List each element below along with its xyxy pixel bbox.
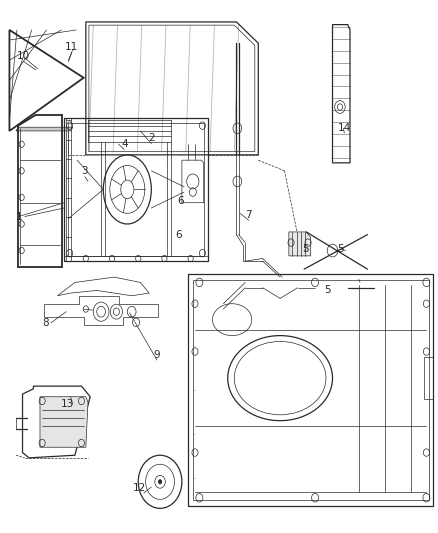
Text: 7: 7 xyxy=(245,210,252,220)
Text: 1: 1 xyxy=(16,212,22,222)
Text: 11: 11 xyxy=(65,42,78,52)
Polygon shape xyxy=(289,232,311,256)
Text: 12: 12 xyxy=(133,483,146,492)
Text: 5: 5 xyxy=(302,245,309,254)
Text: 14: 14 xyxy=(338,123,351,133)
Text: 8: 8 xyxy=(42,318,49,328)
Text: 5: 5 xyxy=(324,286,331,295)
Polygon shape xyxy=(16,127,73,131)
Text: 6: 6 xyxy=(178,196,184,206)
Text: 2: 2 xyxy=(148,133,155,143)
Circle shape xyxy=(158,480,162,484)
Text: 13: 13 xyxy=(60,399,74,409)
Polygon shape xyxy=(40,397,88,447)
Text: 4: 4 xyxy=(121,139,127,149)
Text: 5: 5 xyxy=(338,245,344,254)
Text: 9: 9 xyxy=(154,350,160,360)
Text: 10: 10 xyxy=(17,51,30,61)
Text: 6: 6 xyxy=(176,230,182,240)
Text: 3: 3 xyxy=(81,166,88,176)
